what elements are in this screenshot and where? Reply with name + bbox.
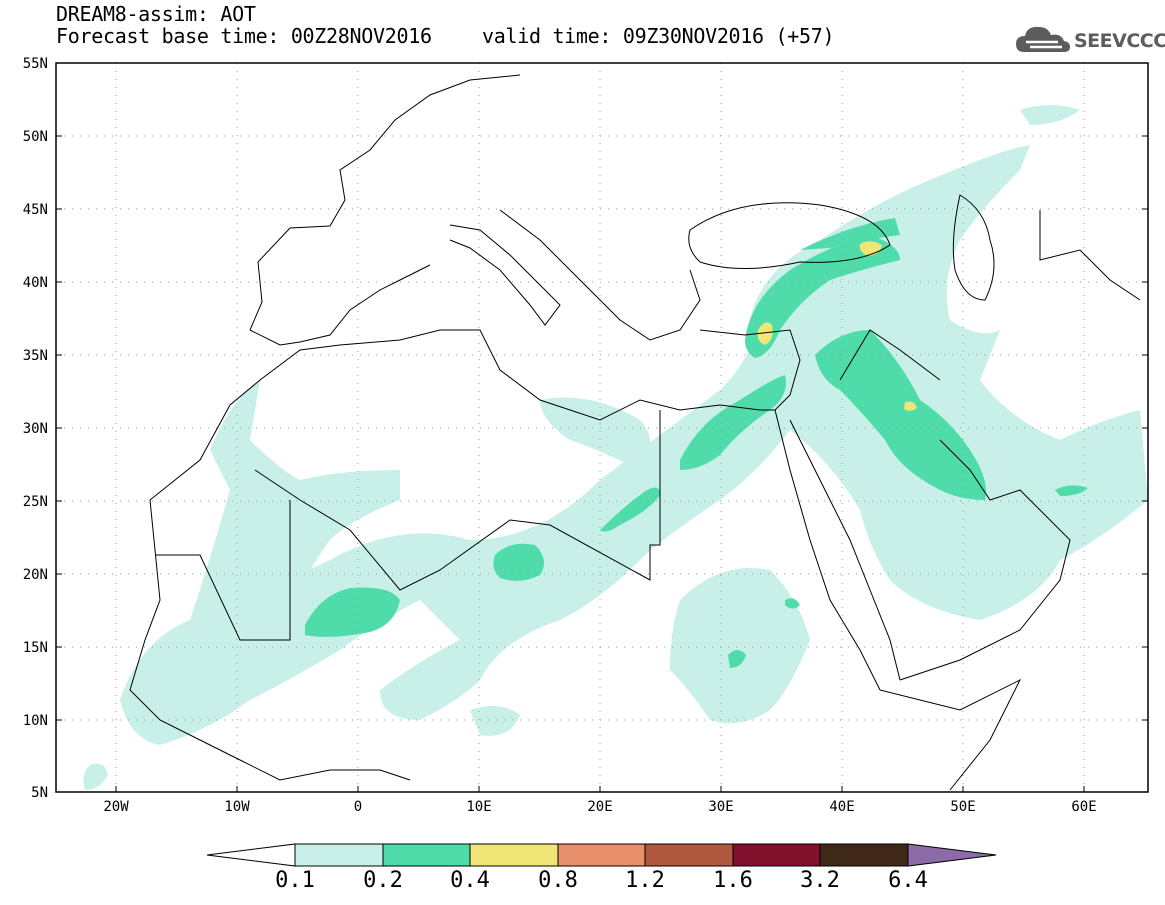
lat-label-40n: 40N bbox=[22, 275, 48, 291]
lat-label-50n: 50N bbox=[22, 129, 48, 145]
colorbar-swatch bbox=[382, 843, 471, 867]
lat-label-20n: 20N bbox=[22, 567, 48, 583]
lat-label-35n: 35N bbox=[22, 348, 48, 364]
lat-label-25n: 25N bbox=[22, 494, 48, 510]
seevccc-logo: SEEVCCC bbox=[1014, 20, 1165, 60]
colorbar-label-0-2: 0.2 bbox=[363, 868, 403, 893]
cloud-icon bbox=[1016, 26, 1070, 52]
aot-level-0-2 bbox=[305, 218, 1088, 668]
lon-label-60e: 60E bbox=[1071, 799, 1097, 815]
colorbar-label-1-6: 1.6 bbox=[713, 868, 753, 893]
lon-label-20w: 20W bbox=[103, 799, 129, 815]
colorbar-label-0-8: 0.8 bbox=[538, 868, 578, 893]
lon-label-0: 0 bbox=[353, 799, 363, 815]
lat-label-30n: 30N bbox=[22, 421, 48, 437]
colorbar-arrow-low bbox=[206, 843, 296, 867]
base-time-label: Forecast base time: 00Z28NOV2016 bbox=[56, 24, 432, 48]
lat-label-55n: 55N bbox=[22, 56, 48, 72]
lon-label-30e: 30E bbox=[708, 799, 734, 815]
lat-label-45n: 45N bbox=[22, 202, 48, 218]
logo-text: SEEVCCC bbox=[1074, 30, 1165, 52]
axis-ticks bbox=[56, 62, 1148, 793]
colorbar-swatch bbox=[732, 843, 821, 867]
lon-label-40e: 40E bbox=[829, 799, 855, 815]
colorbar-label-3-2: 3.2 bbox=[800, 868, 840, 893]
colorbar-swatch bbox=[469, 843, 559, 867]
colorbar-label-0-4: 0.4 bbox=[450, 868, 490, 893]
colorbar-swatch bbox=[819, 843, 909, 867]
aot-level-0-1 bbox=[83, 105, 1148, 790]
aot-shading bbox=[83, 105, 1148, 790]
aot-level-0-4 bbox=[757, 241, 917, 411]
colorbar-label-6-4: 6.4 bbox=[888, 868, 928, 893]
valid-time-label: valid time: 09Z30NOV2016 (+57) bbox=[482, 24, 835, 48]
coastlines bbox=[129, 74, 1141, 791]
lon-label-50e: 50E bbox=[950, 799, 976, 815]
lat-label-5n: 5N bbox=[31, 785, 48, 801]
colorbar-swatch bbox=[644, 843, 734, 867]
colorbar-arrow-high bbox=[907, 843, 997, 867]
lat-label-10n: 10N bbox=[22, 713, 48, 729]
map-title: DREAM8-assim: AOT bbox=[56, 2, 256, 26]
colorbar-swatch bbox=[294, 843, 384, 867]
lat-label-15n: 15N bbox=[22, 640, 48, 656]
colorbar-label-1-2: 1.2 bbox=[625, 868, 665, 893]
colorbar-swatch bbox=[557, 843, 646, 867]
lon-label-10w: 10W bbox=[224, 799, 250, 815]
lon-label-10e: 10E bbox=[466, 799, 492, 815]
lon-label-20e: 20E bbox=[587, 799, 613, 815]
colorbar-label-0-1: 0.1 bbox=[275, 868, 315, 893]
